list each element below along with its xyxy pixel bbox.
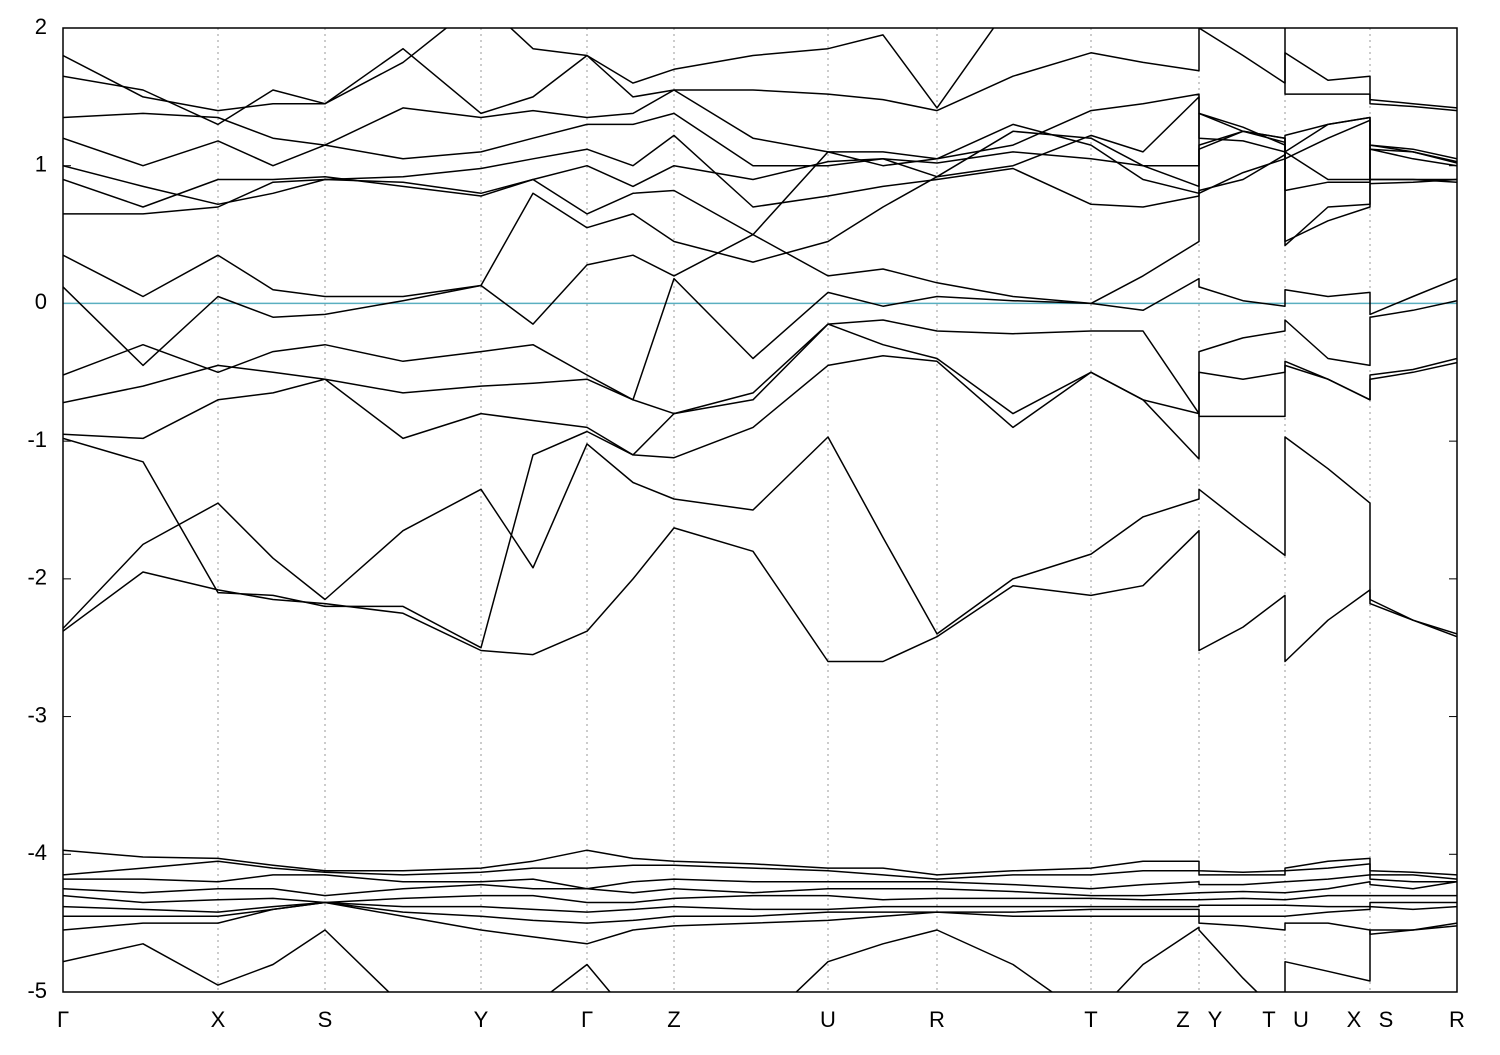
band-line — [63, 148, 1457, 367]
band-line — [63, 894, 1457, 904]
y-tick-label: 2 — [35, 14, 47, 39]
band-line — [63, 922, 1457, 992]
x-tick-label: S — [318, 1007, 333, 1032]
x-tick-label: R — [929, 1007, 945, 1032]
band-line — [63, 874, 1457, 890]
y-tick-label: 0 — [35, 289, 47, 314]
x-tick-label: R — [1449, 1007, 1465, 1032]
band-line — [63, 901, 1457, 913]
x-tick-label: Γ — [57, 1007, 69, 1032]
band-line — [63, 436, 1457, 638]
band-line — [63, 134, 1457, 208]
x-tick-label: U — [1293, 1007, 1309, 1032]
band-line — [63, 277, 1457, 401]
y-tick-label: -5 — [27, 978, 47, 1003]
x-tick-label: U — [820, 1007, 836, 1032]
band-line — [63, 527, 1457, 663]
band-line — [63, 323, 1457, 460]
band-line — [63, 130, 1457, 243]
band-line — [63, 28, 1457, 115]
band-line — [63, 299, 1457, 415]
band-line — [63, 96, 1457, 298]
y-tick-label: -1 — [27, 427, 47, 452]
x-tick-label: Γ — [581, 1007, 593, 1032]
band-line — [63, 901, 1457, 945]
band-line — [63, 860, 1457, 880]
y-tick-label: -4 — [27, 840, 47, 865]
grid — [62, 27, 1458, 993]
band-line — [63, 355, 1457, 649]
band-line — [63, 901, 1457, 924]
x-tick-label: T — [1084, 1007, 1097, 1032]
x-tick-label: X — [211, 1007, 226, 1032]
x-tick-label: Z — [667, 1007, 680, 1032]
y-tick-label: 1 — [35, 152, 47, 177]
band-line — [63, 112, 1457, 188]
band-line — [63, 28, 1457, 126]
bands — [63, 28, 1457, 992]
x-tick-label: Y — [1208, 1007, 1223, 1032]
band-line — [63, 849, 1457, 876]
x-tick-label: X — [1347, 1007, 1362, 1032]
plot-frame — [62, 27, 1458, 993]
x-tick-label: Y — [474, 1007, 489, 1032]
x-tick-label: Z — [1176, 1007, 1189, 1032]
band-line — [63, 89, 1457, 160]
x-tick-label: T — [1262, 1007, 1275, 1032]
y-tick-label: -2 — [27, 565, 47, 590]
x-tick-label: S — [1379, 1007, 1394, 1032]
band-line — [63, 881, 1457, 897]
y-tick-label: -3 — [27, 702, 47, 727]
